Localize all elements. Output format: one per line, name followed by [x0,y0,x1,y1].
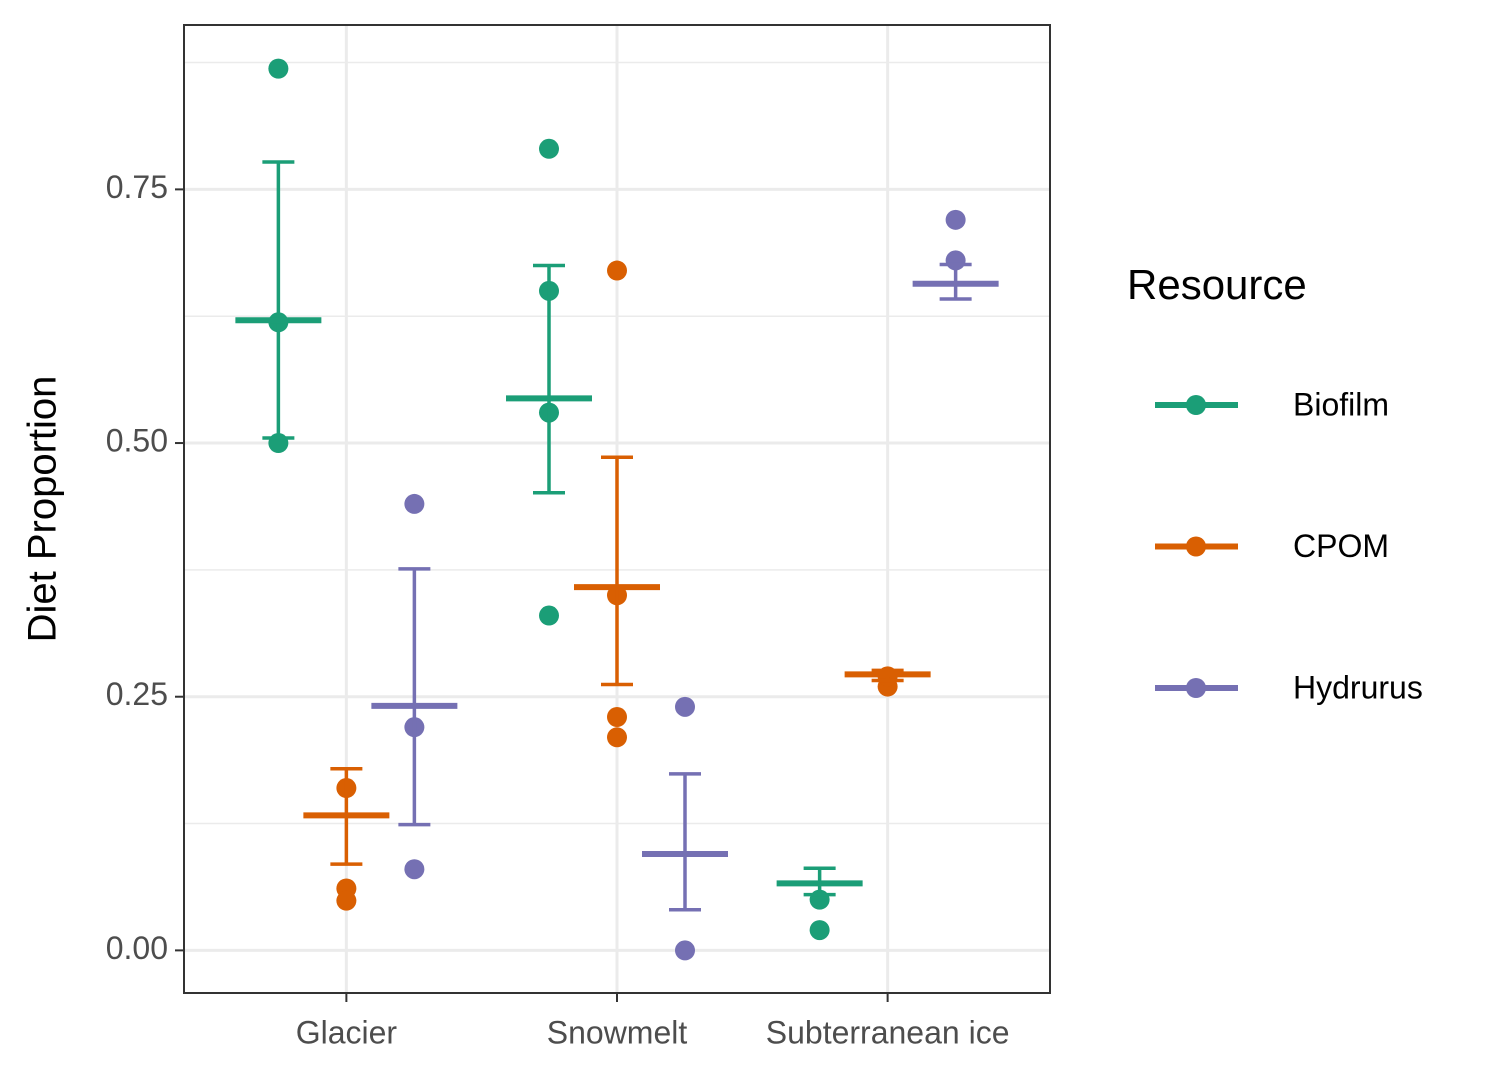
legend-label: CPOM [1293,528,1389,564]
y-tick-label: 0.50 [106,422,168,458]
error-bar [398,567,431,827]
y-tick-label: 0.00 [106,930,168,966]
data-point [539,605,559,626]
error-bar [533,263,565,495]
data-point [945,209,966,230]
data-point [404,493,425,514]
data-point [809,920,830,941]
x-tick-label: Subterranean ice [766,1014,1010,1050]
legend-dot [1186,678,1206,698]
x-tick-label: Glacier [296,1014,398,1050]
legend-title: Resource [1127,261,1307,308]
plot-border [183,24,1051,994]
data-point [675,696,695,717]
y-tick-label: 0.25 [106,676,168,712]
x-tick-label: Snowmelt [547,1014,688,1050]
data-point [539,138,559,159]
legend-dot [1186,395,1206,415]
data-point [607,260,627,281]
data-point [607,707,627,728]
data-point [336,890,357,911]
legend-label: Hydrurus [1293,669,1423,705]
data-point [404,859,425,880]
legend-dot [1186,536,1206,557]
y-axis-title: Diet Proportion [21,376,65,643]
error-bar [601,455,633,687]
data-point [268,58,289,79]
y-tick-label: 0.75 [106,169,168,205]
error-bar [262,160,295,440]
data-point [675,940,695,961]
legend-label: Biofilm [1293,386,1389,422]
data-point [607,727,627,748]
error-bar [669,772,701,912]
